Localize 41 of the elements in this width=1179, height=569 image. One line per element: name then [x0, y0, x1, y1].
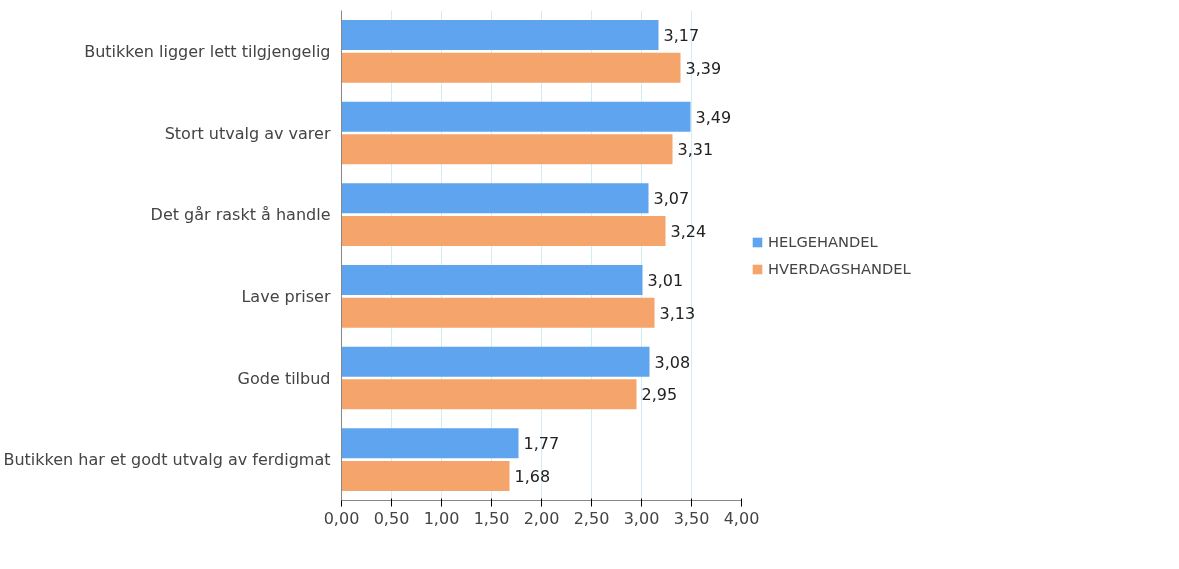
x-tick-label: 2,00 [523, 508, 560, 528]
y-tick-label: Stort utvalg av varer [164, 123, 331, 143]
x-tick-label: 1,00 [423, 508, 460, 528]
bar [341, 52, 681, 83]
x-tick-label: 3,50 [673, 508, 710, 528]
bar [341, 215, 666, 247]
legend-label: HVERDAGSHANDEL [768, 260, 911, 277]
bar [341, 346, 650, 377]
y-tick-label: Gode tilbud [237, 368, 331, 388]
y-tick-label: Butikken ligger lett tilgjengelig [84, 41, 331, 61]
data-label: 1,77 [523, 434, 560, 454]
y-tick-label: Butikken har et godt utvalg av ferdigmat [3, 450, 331, 470]
bar [341, 460, 510, 492]
data-label: 3,01 [647, 271, 684, 290]
data-label: 2,95 [641, 385, 678, 405]
data-label: 3,07 [653, 189, 690, 209]
bar [341, 428, 519, 459]
bar [341, 297, 655, 328]
bar [341, 183, 649, 214]
data-label: 3,39 [685, 58, 722, 78]
x-tick-label: 1,50 [473, 508, 510, 528]
data-label: 1,68 [514, 467, 551, 486]
x-tick-label: 4,00 [723, 508, 760, 528]
x-tick-label: 0,50 [373, 508, 410, 528]
bar [341, 379, 637, 410]
data-label: 3,08 [654, 352, 691, 372]
x-tick-label: 0,00 [323, 508, 360, 528]
y-tick-label: Det går raskt å handle [150, 205, 331, 225]
bar [341, 134, 673, 165]
data-label: 3,24 [670, 222, 707, 241]
bar [341, 101, 691, 132]
bar [341, 19, 659, 51]
data-label: 3,31 [677, 140, 714, 160]
x-tick-label: 3,00 [623, 508, 660, 528]
data-label: 3,49 [695, 107, 732, 127]
data-label: 3,13 [659, 303, 696, 323]
x-tick-label: 2,50 [573, 508, 610, 528]
bar [341, 264, 643, 296]
y-tick-label: Lave priser [241, 286, 331, 306]
legend-label: HELGEHANDEL [768, 233, 878, 250]
data-label: 3,17 [663, 26, 700, 45]
